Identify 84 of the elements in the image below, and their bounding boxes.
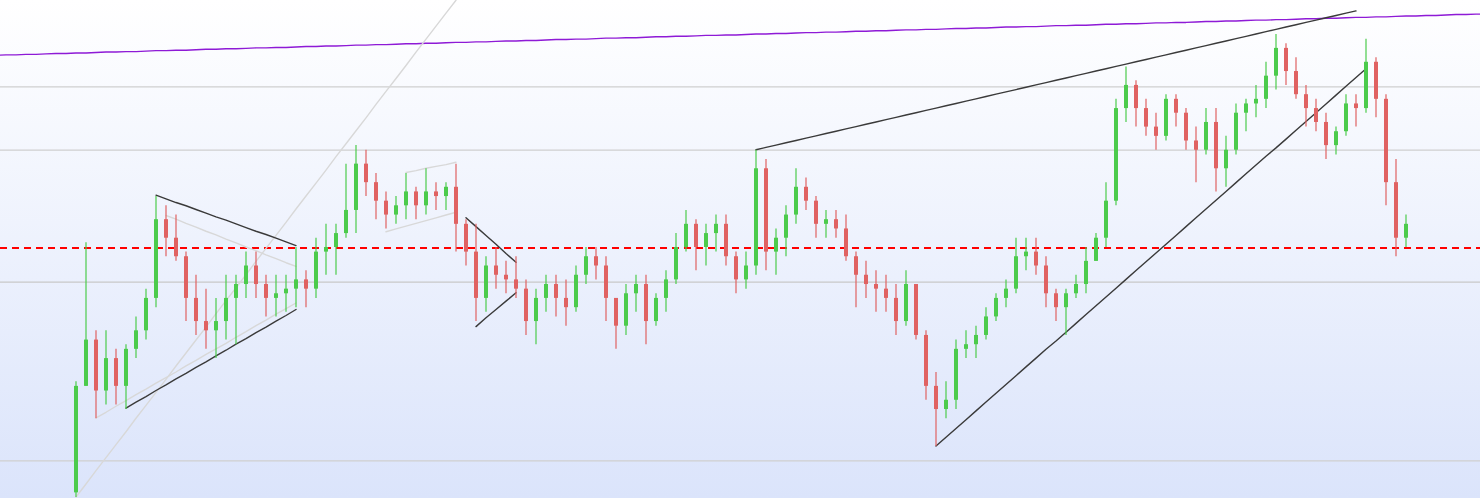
candlestick [334,223,338,276]
candlestick [784,204,788,257]
candlestick [514,255,518,299]
candlestick [1174,93,1178,128]
candlestick [364,149,368,197]
candlestick [774,227,778,276]
candlestick [234,274,238,345]
candlestick [704,223,708,267]
candlestick [684,209,688,253]
candlestick [264,274,268,318]
candlestick [594,246,598,280]
candlestick [664,269,668,313]
candlestick [894,283,898,336]
candlestick [374,172,378,220]
candlestick [1244,98,1248,132]
candlestick [494,246,498,290]
candlestick [874,269,878,313]
candlestick [884,274,888,313]
candlestick [224,274,228,341]
candlestick [1124,65,1128,123]
candlestick [1144,98,1148,137]
candlestick [734,251,738,294]
candlestick [694,218,698,271]
candlestick [1094,232,1098,262]
candlestick [1134,79,1138,128]
candlestick [944,380,948,419]
candlestick [1304,84,1308,128]
candlestick [1084,246,1088,294]
candlestick [1324,112,1328,160]
candlestick [1054,288,1058,322]
candlestick [534,288,538,345]
candlestick [934,371,938,447]
candlestick [974,325,978,359]
candlestick [1154,112,1158,151]
candlestick [854,251,858,308]
candlestick [554,274,558,318]
candlestick [984,306,988,341]
candlestick [964,329,968,359]
candlestick [714,213,718,253]
candlestick [1034,237,1038,276]
candlestick [824,209,828,239]
candlestick [634,274,638,313]
candlestick [414,186,418,220]
candlestick [394,195,398,225]
candlestick [404,172,408,220]
candlestick [424,167,428,216]
candlestick [1334,126,1338,155]
candlestick [194,274,198,336]
candlestick [1074,274,1078,299]
candlestick [304,269,308,308]
candlestick [804,176,808,211]
candlestick [564,278,568,327]
candlestick [864,260,868,299]
candlestick [1064,288,1068,336]
candlestick [294,246,298,308]
candlestick [744,251,748,290]
candlestick [164,204,168,257]
candlestick [204,288,208,350]
candlestick [444,181,448,211]
candlestick [274,274,278,318]
candlestick [584,246,588,285]
candlestick [834,209,838,239]
candlestick [1294,56,1298,100]
candlestick [1284,42,1288,86]
candlestick [244,251,248,299]
candlestick [134,315,138,359]
candlestick [254,251,258,299]
candlestick [434,181,438,211]
candlestick [344,163,348,239]
candlestick [654,292,658,327]
candlestick [214,297,218,359]
candlestick [1224,135,1228,188]
candlestick [1194,126,1198,183]
candlestick [174,213,178,262]
candlestick [544,274,548,313]
candlestick [1404,213,1408,248]
candlestick [1314,98,1318,132]
candlestick [1264,61,1268,109]
candlestick [1354,93,1358,128]
candlestick [1004,278,1008,308]
candlestick [994,292,998,322]
candlestick [324,223,328,276]
candlestick [384,190,388,230]
candlestick [814,195,818,239]
